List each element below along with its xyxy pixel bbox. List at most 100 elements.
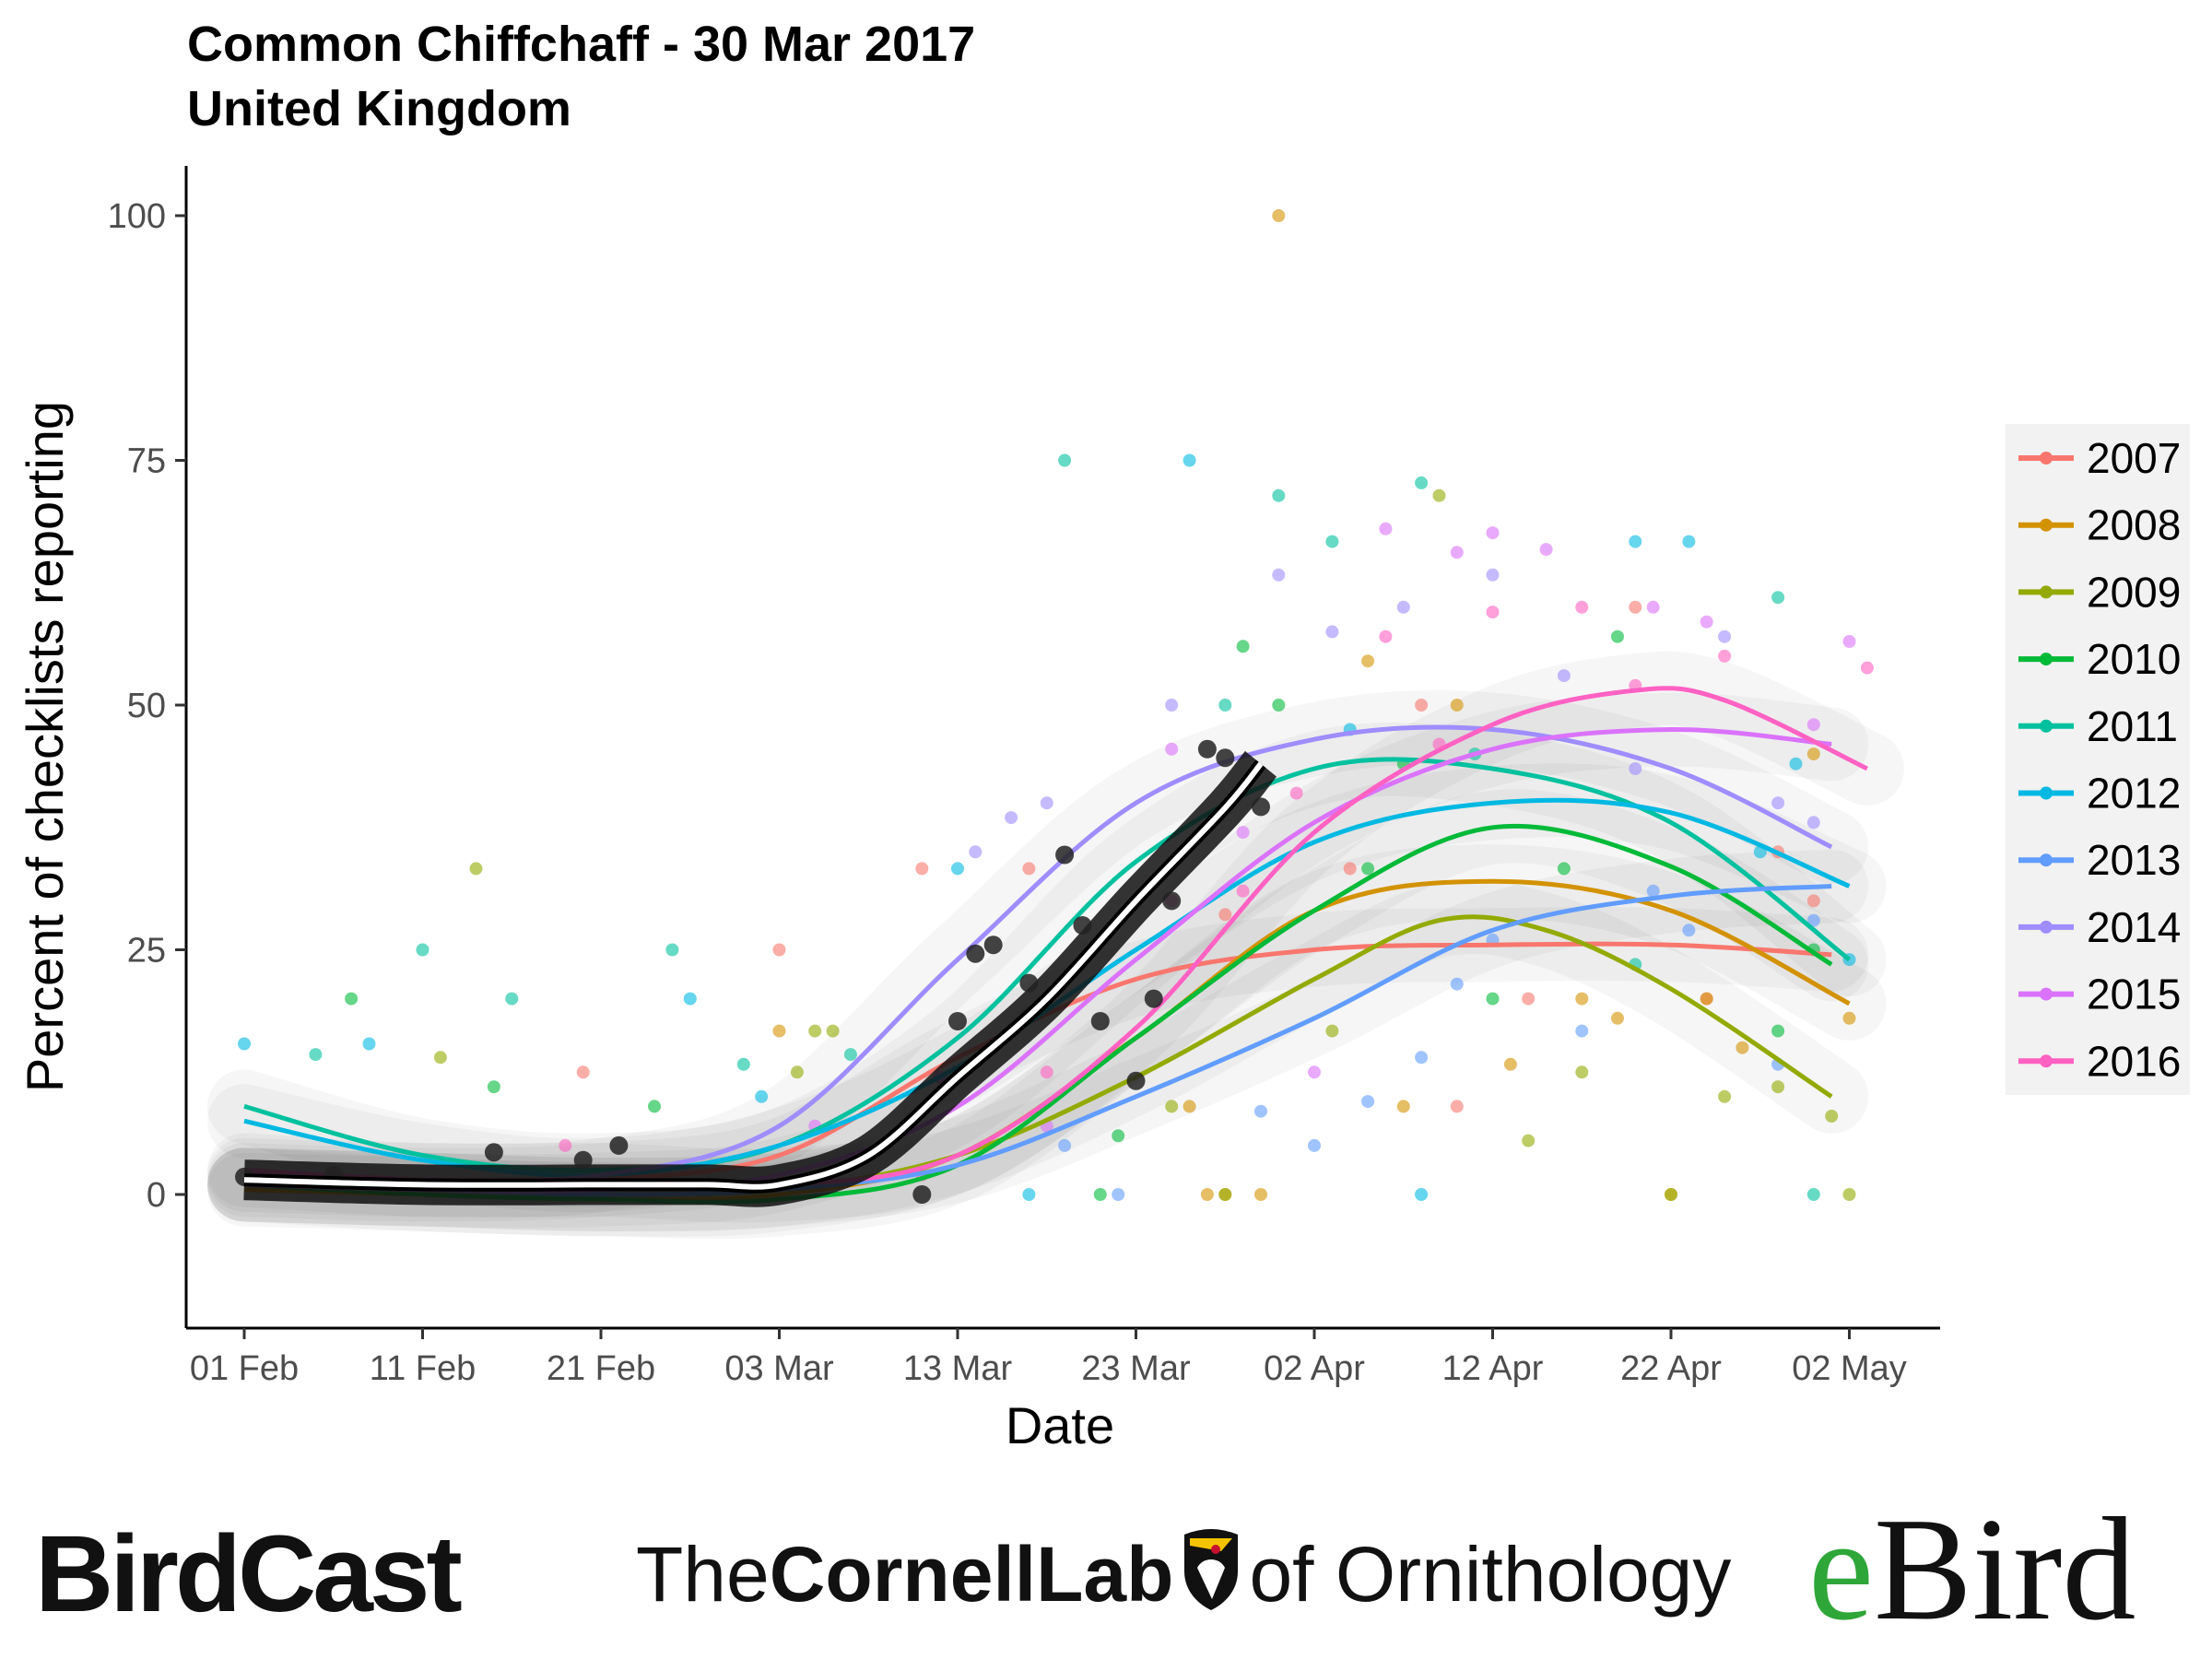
data-point-2007	[576, 1065, 590, 1079]
data-point-2011	[843, 1048, 857, 1062]
birdcast-logo: BirdCast	[35, 1513, 463, 1635]
data-point-2012	[1789, 757, 1803, 771]
data-point-2010	[1236, 640, 1250, 653]
data-point-2017	[1162, 891, 1182, 911]
data-point-2009	[1771, 1080, 1785, 1094]
data-point-2014	[1718, 629, 1732, 643]
data-point-2012	[362, 1037, 376, 1051]
data-point-2012	[1022, 1188, 1036, 1201]
legend-dot-2007	[2040, 452, 2053, 465]
y-tick-label: 25	[127, 932, 166, 971]
y-tick-label: 0	[147, 1176, 166, 1215]
legend-dot-2008	[2040, 518, 2053, 532]
data-point-2015	[1806, 718, 1820, 732]
x-tick-label: 02 Apr	[1264, 1349, 1365, 1388]
ebird-logo-bird: Bird	[1874, 1487, 2136, 1651]
data-point-2011	[309, 1048, 323, 1062]
y-tick-label: 100	[108, 197, 166, 236]
data-point-2011	[1771, 591, 1785, 605]
data-point-2017	[1252, 797, 1270, 817]
data-point-2015	[1486, 526, 1500, 540]
legend-label-2016: 2016	[2087, 1037, 2181, 1085]
data-point-2015	[1842, 635, 1856, 648]
data-point-2009	[1575, 1065, 1589, 1079]
data-point-2010	[1611, 629, 1624, 643]
legend-label-2008: 2008	[2087, 501, 2181, 549]
x-tick-label: 21 Feb	[547, 1349, 655, 1388]
legend-label-2011: 2011	[2087, 702, 2178, 750]
data-point-2012	[238, 1037, 251, 1051]
x-tick-label: 12 Apr	[1442, 1349, 1544, 1388]
data-point-2008	[772, 1024, 786, 1038]
data-point-2011	[665, 943, 679, 957]
legend-label-2012: 2012	[2087, 770, 2181, 818]
data-point-2011	[1325, 535, 1339, 548]
data-point-2015	[1308, 1065, 1321, 1079]
data-point-2009	[790, 1065, 804, 1079]
data-point-2013	[1361, 1095, 1375, 1109]
data-point-2017	[948, 1012, 967, 1030]
x-axis-ticks: 01 Feb 11 Feb 21 Feb 03 Mar 13 Mar 23 Mar 02 A…	[190, 1328, 1907, 1388]
ebird-logo-e: e	[1808, 1487, 1875, 1651]
y-axis-title: Percent of checklists reporting	[16, 401, 74, 1092]
cornell-logo-name: CornellLab	[769, 1531, 1174, 1618]
data-point-2011	[1415, 476, 1429, 489]
data-point-2017	[1144, 989, 1163, 1008]
data-point-2013	[1415, 1051, 1429, 1065]
data-point-2010	[1486, 992, 1500, 1006]
x-tick-label: 03 Mar	[724, 1349, 834, 1388]
legend-dot-2012	[2040, 786, 2053, 800]
data-point-2010	[1112, 1129, 1125, 1143]
data-point-2008	[1503, 1057, 1517, 1071]
data-point-2009	[1665, 1188, 1677, 1201]
data-point-2009	[1165, 1100, 1179, 1113]
data-point-2016	[1236, 884, 1250, 898]
data-point-2017	[1197, 739, 1217, 759]
data-point-2017	[609, 1135, 629, 1155]
data-point-2016	[1860, 661, 1874, 675]
x-tick-label: 13 Mar	[903, 1349, 1013, 1388]
data-point-2012	[1182, 453, 1196, 467]
legend-label-2015: 2015	[2087, 971, 2181, 1018]
data-point-2013	[1112, 1188, 1125, 1201]
legend-dot-2016	[2040, 1054, 2053, 1068]
data-point-2015	[1700, 615, 1713, 629]
data-point-2009	[1432, 488, 1446, 502]
data-point-2010	[1771, 1024, 1785, 1038]
data-point-2012	[683, 992, 697, 1006]
x-tick-label: 22 Apr	[1620, 1349, 1722, 1388]
data-point-2009	[1218, 1188, 1232, 1201]
data-point-2014	[1272, 568, 1286, 582]
data-point-2017	[912, 1185, 932, 1204]
data-point-2015	[1450, 546, 1464, 559]
data-point-2010	[1272, 699, 1286, 712]
data-point-2009	[1325, 1024, 1339, 1038]
data-point-2017	[1126, 1071, 1146, 1090]
data-point-2017	[1019, 973, 1039, 993]
data-point-2017	[573, 1150, 593, 1170]
chart-subtitle: United Kingdom	[187, 81, 571, 136]
data-point-2007	[1022, 862, 1036, 876]
data-point-2015	[1379, 522, 1393, 535]
data-point-2014	[1771, 796, 1785, 810]
data-point-2007	[1450, 1100, 1464, 1113]
data-point-2012	[1682, 535, 1696, 548]
data-point-2016	[1486, 606, 1500, 619]
woodpecker-shield-icon	[1184, 1529, 1239, 1610]
data-point-2009	[826, 1024, 840, 1038]
x-tick-label: 23 Mar	[1081, 1349, 1191, 1388]
legend-label-2014: 2014	[2087, 903, 2181, 951]
data-point-2014	[1040, 796, 1053, 810]
data-point-2014	[1629, 762, 1642, 775]
data-point-2015	[1236, 826, 1250, 840]
data-point-2013	[1806, 913, 1820, 927]
data-point-2008	[1806, 747, 1820, 761]
data-point-2011	[1806, 1188, 1820, 1201]
data-point-2008	[1396, 1100, 1410, 1113]
ebird-logo: eBird	[1808, 1484, 2136, 1654]
data-point-2014	[1325, 625, 1339, 639]
data-point-2012	[1415, 1188, 1429, 1201]
data-point-2015	[1165, 742, 1179, 756]
legend-background	[2006, 424, 2190, 1095]
legend-label-2013: 2013	[2087, 836, 2181, 884]
